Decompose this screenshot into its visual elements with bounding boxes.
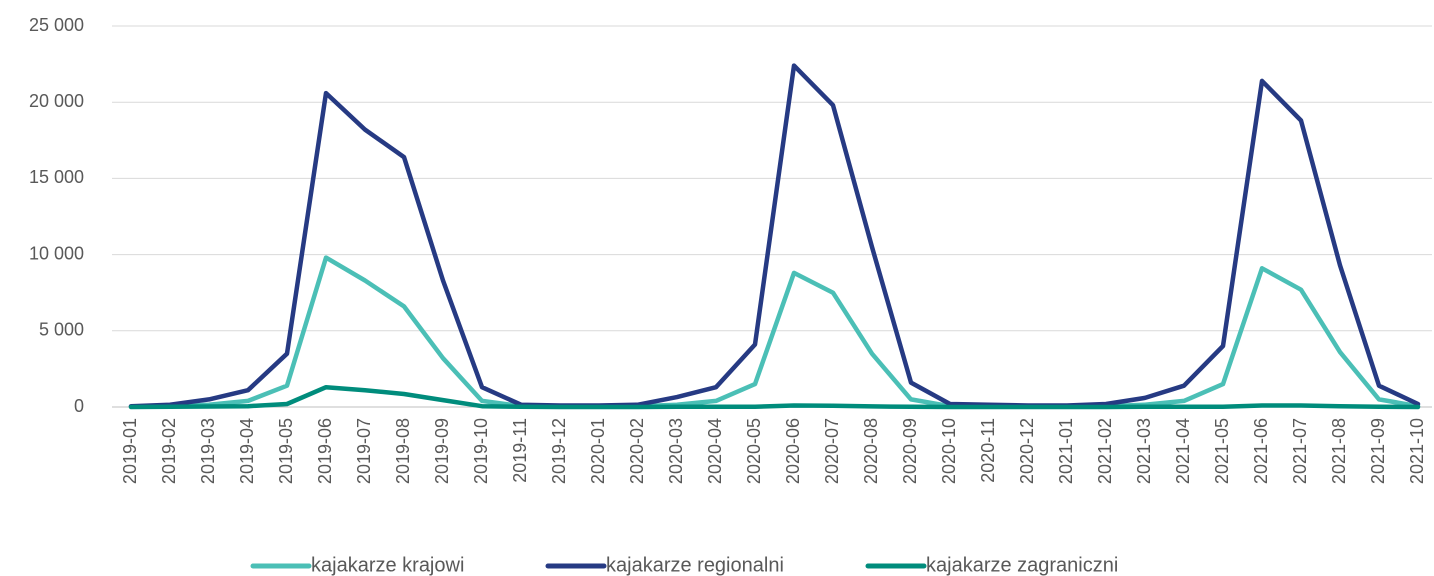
y-tick-label: 25 000 <box>29 15 84 35</box>
x-tick-label: 2021-08 <box>1329 418 1349 484</box>
x-tick-label: 2019-04 <box>237 418 257 484</box>
legend-label: kajakarze krajowi <box>311 554 464 576</box>
x-tick-label: 2020-12 <box>1017 418 1037 484</box>
x-tick-label: 2019-08 <box>393 418 413 484</box>
x-tick-label: 2020-01 <box>588 418 608 484</box>
x-tick-label: 2019-10 <box>471 418 491 484</box>
x-tick-label: 2019-12 <box>549 418 569 484</box>
x-tick-label: 2021-03 <box>1134 418 1154 484</box>
y-tick-label: 5 000 <box>39 320 84 340</box>
x-tick-label: 2019-07 <box>354 418 374 484</box>
x-tick-label: 2020-06 <box>783 418 803 484</box>
series-line <box>128 384 1421 410</box>
x-tick-label: 2020-08 <box>861 418 881 484</box>
x-tick-label: 2020-03 <box>666 418 686 484</box>
x-tick-label: 2020-05 <box>744 418 764 484</box>
legend-label: kajakarze zagraniczni <box>926 554 1118 576</box>
x-tick-label: 2021-10 <box>1407 418 1427 484</box>
x-tick-label: 2019-09 <box>432 418 452 484</box>
x-tick-label: 2021-09 <box>1368 418 1388 484</box>
x-tick-label: 2021-07 <box>1290 418 1310 484</box>
x-tick-label: 2020-07 <box>822 418 842 484</box>
series-line <box>128 255 1421 409</box>
x-tick-label: 2021-06 <box>1251 418 1271 484</box>
y-tick-label: 15 000 <box>29 167 84 187</box>
legend-label: kajakarze regionalni <box>606 554 784 576</box>
x-tick-label: 2019-11 <box>510 418 530 483</box>
x-tick-label: 2021-05 <box>1212 418 1232 484</box>
x-tick-label: 2021-04 <box>1173 418 1193 484</box>
y-tick-label: 0 <box>74 396 84 416</box>
x-tick-label: 2019-03 <box>198 418 218 484</box>
y-tick-label: 20 000 <box>29 91 84 111</box>
x-tick-label: 2019-02 <box>159 418 179 484</box>
x-tick-label: 2019-06 <box>315 418 335 484</box>
x-tick-label: 2020-04 <box>705 418 725 484</box>
x-tick-label: 2020-10 <box>939 418 959 484</box>
x-tick-label: 2021-02 <box>1095 418 1115 484</box>
x-tick-label: 2021-01 <box>1056 418 1076 484</box>
x-tick-label: 2019-01 <box>120 418 140 484</box>
x-tick-label: 2020-11 <box>978 418 998 483</box>
x-tick-label: 2019-05 <box>276 418 296 484</box>
x-tick-label: 2020-02 <box>627 418 647 484</box>
x-tick-label: 2020-09 <box>900 418 920 484</box>
series-line <box>128 63 1421 409</box>
y-tick-label: 10 000 <box>29 243 84 263</box>
